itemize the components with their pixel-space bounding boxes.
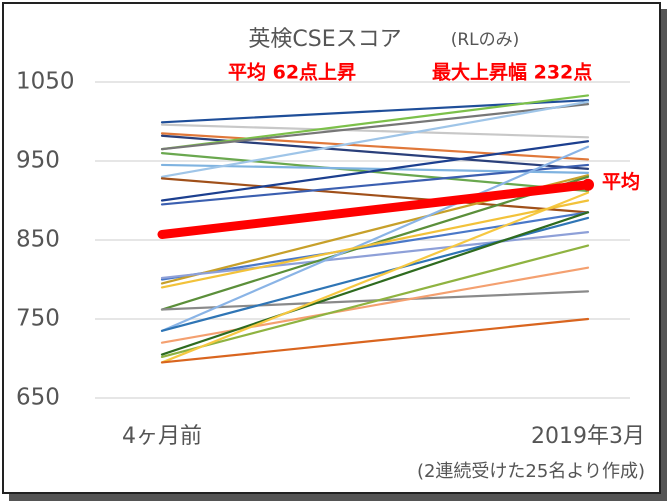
series-line: [160, 211, 590, 281]
series-line: [160, 199, 590, 289]
series-line: [160, 231, 590, 280]
y-tick-label: 1050: [16, 69, 75, 95]
y-tick-label: 750: [16, 306, 60, 332]
series-line: [160, 211, 590, 356]
series-line: [160, 100, 590, 178]
chart-title: 英検CSEスコア: [248, 27, 401, 52]
chart-subtitle: (RLのみ): [451, 30, 520, 50]
y-tick-label: 850: [16, 227, 60, 253]
series-line: [160, 94, 590, 151]
y-tick-label: 950: [16, 148, 60, 174]
series-line: [160, 140, 590, 202]
y-tick-label: 650: [16, 385, 60, 411]
note: (2連続受けた25名より作成): [417, 461, 645, 482]
series-line: [160, 244, 590, 359]
series-line: [160, 317, 590, 364]
series-line: [160, 152, 590, 193]
series-line: [160, 145, 590, 332]
series-line: [160, 177, 590, 214]
annotation: 最大上昇幅 232点: [432, 61, 592, 84]
series-line: [160, 191, 590, 364]
series-line: [160, 132, 590, 161]
x-tick-label: 2019年3月: [531, 424, 645, 449]
series-label: 平均: [602, 170, 640, 193]
frame: [2, 2, 661, 494]
average-end-dot: [582, 178, 594, 191]
series-line: [160, 123, 590, 139]
series-line: [160, 163, 590, 206]
annotation: 平均 62点上昇: [228, 61, 356, 84]
average-line: [157, 180, 593, 239]
series-line: [160, 103, 590, 151]
x-tick-label: 4ヶ月前: [122, 424, 202, 449]
